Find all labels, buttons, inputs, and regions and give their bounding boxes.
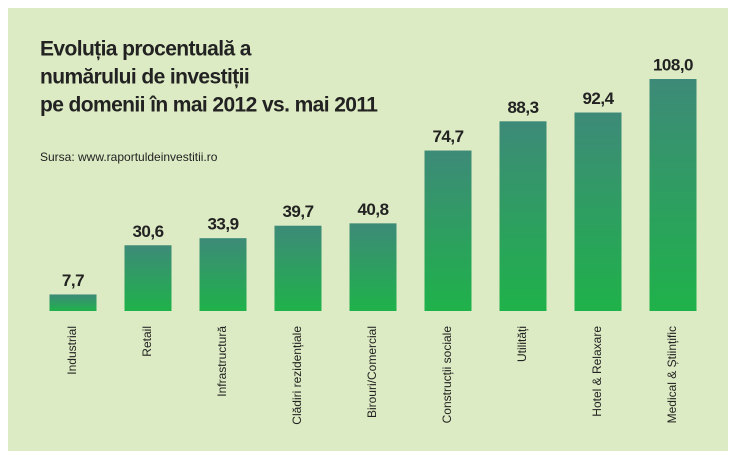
x-tick-label: Infrastructură: [215, 326, 229, 397]
value-label: 92,4: [582, 89, 614, 108]
bar: [424, 150, 472, 311]
bar: [199, 238, 247, 311]
x-tick-label: Industrial: [65, 326, 79, 375]
value-label: 33,9: [207, 215, 238, 234]
chart-title: pe domenii în mai 2012 vs. mai 2011: [40, 94, 378, 117]
value-label: 108,0: [653, 55, 693, 74]
x-tick-label: Retail: [140, 326, 154, 357]
value-label: 39,7: [282, 202, 313, 221]
bar: [649, 79, 697, 311]
bar: [49, 294, 97, 311]
chart-title: Evoluția procentuală a: [40, 38, 252, 61]
value-label: 40,8: [357, 200, 388, 219]
x-tick-label: Medical & Științific: [665, 326, 679, 423]
x-tick-label: Construcții sociale: [440, 326, 454, 424]
value-label: 74,7: [432, 127, 463, 146]
subtitle: Sursa: www.raportuldeinvestitii.ro: [40, 150, 218, 164]
value-label: 30,6: [132, 222, 163, 241]
bar: [574, 112, 622, 311]
x-tick-label: Birouri/Comercial: [365, 326, 379, 418]
chart-title: numărului de investiții: [40, 66, 249, 89]
value-label: 88,3: [507, 98, 538, 117]
bar: [499, 121, 547, 312]
bar: [124, 245, 172, 311]
value-label: 7,7: [62, 271, 84, 290]
bar: [274, 225, 322, 311]
x-tick-label: Utilități: [515, 326, 529, 362]
x-tick-label: Clădiri rezidențiale: [290, 326, 304, 425]
bar: [349, 223, 397, 311]
x-tick-label: Hotel & Relaxare: [590, 326, 604, 417]
